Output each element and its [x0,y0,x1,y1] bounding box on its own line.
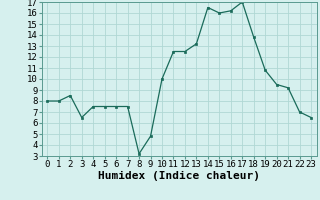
X-axis label: Humidex (Indice chaleur): Humidex (Indice chaleur) [98,171,260,181]
